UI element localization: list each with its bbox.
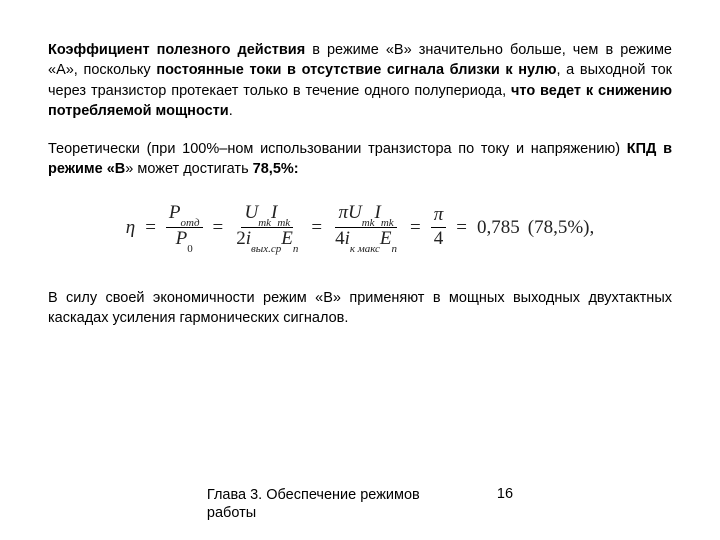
f1-den-sub: 0 [187, 243, 193, 255]
f2-den-isub: вых.ср [251, 243, 281, 255]
f2-num-Usub: mk [258, 217, 271, 229]
f3-num-Isub: mk [381, 217, 394, 229]
f2-den-Esub: п [293, 243, 299, 255]
f3-den-isub: к макс [350, 243, 380, 255]
footer-page-number: 16 [497, 486, 513, 522]
equals-3: = [309, 217, 324, 239]
f3-num-I: I [375, 202, 381, 223]
paragraph-3: В силу своей экономичности режим «В» при… [48, 288, 672, 329]
f3-num-pi: π [338, 202, 348, 223]
equals-4: = [408, 217, 423, 239]
fraction-4: π 4 [431, 204, 447, 251]
f1-num-sub: отд [181, 217, 200, 229]
equals-5: = [454, 217, 469, 239]
document-page: Коэффициент полезного действия в режиме … [0, 0, 720, 540]
p2-text-2: » может достигать [125, 161, 252, 177]
fraction-2: UmkImk 2iвых.срEп [233, 202, 301, 254]
f3-den-4: 4 [335, 228, 345, 249]
f3-num-Usub: mk [362, 217, 375, 229]
f3-den-E: E [380, 228, 392, 249]
f2-num-Isub: mk [277, 217, 290, 229]
formula-container: η = Pотд P0 = UmkImk 2iвых.срEп = [48, 202, 672, 254]
page-footer: Глава 3. Обеспечение режимов работы 16 [0, 486, 720, 522]
p2-text-1: Теоретически (при 100%–ном использовании… [48, 141, 627, 157]
f4-num: π [431, 204, 447, 228]
equals-2: = [211, 217, 226, 239]
f4-den: 4 [431, 228, 447, 251]
formula-tail: (78,5%), [528, 217, 594, 239]
formula-result: 0,785 [477, 217, 520, 239]
p3-text: В силу своей экономичности режим «В» при… [48, 290, 672, 326]
eta-symbol: η [126, 217, 135, 239]
efficiency-formula: η = Pотд P0 = UmkImk 2iвых.срEп = [126, 202, 594, 254]
f2-den-2: 2 [236, 228, 246, 249]
p2-bold-2: 78,5%: [253, 161, 299, 177]
fraction-3: πUmkImk 4iк максEп [332, 202, 400, 254]
f1-num-P: P [169, 202, 181, 223]
f3-den-Esub: п [392, 243, 398, 255]
f3-num-U: U [348, 202, 362, 223]
paragraph-2: Теоретически (при 100%–ном использовании… [48, 139, 672, 180]
fraction-1: Pотд P0 [166, 202, 203, 254]
p1-text-3: . [229, 103, 233, 119]
paragraph-1: Коэффициент полезного действия в режиме … [48, 40, 672, 121]
equals-1: = [143, 217, 158, 239]
f2-num-U: U [244, 202, 258, 223]
footer-chapter: Глава 3. Обеспечение режимов работы [207, 486, 427, 522]
p1-bold-1: Коэффициент полезного действия [48, 42, 305, 58]
f1-den-P: P [176, 228, 188, 249]
f2-den-E: E [281, 228, 293, 249]
p1-bold-2: постоянные токи в отсутствие сигнала бли… [156, 62, 556, 78]
